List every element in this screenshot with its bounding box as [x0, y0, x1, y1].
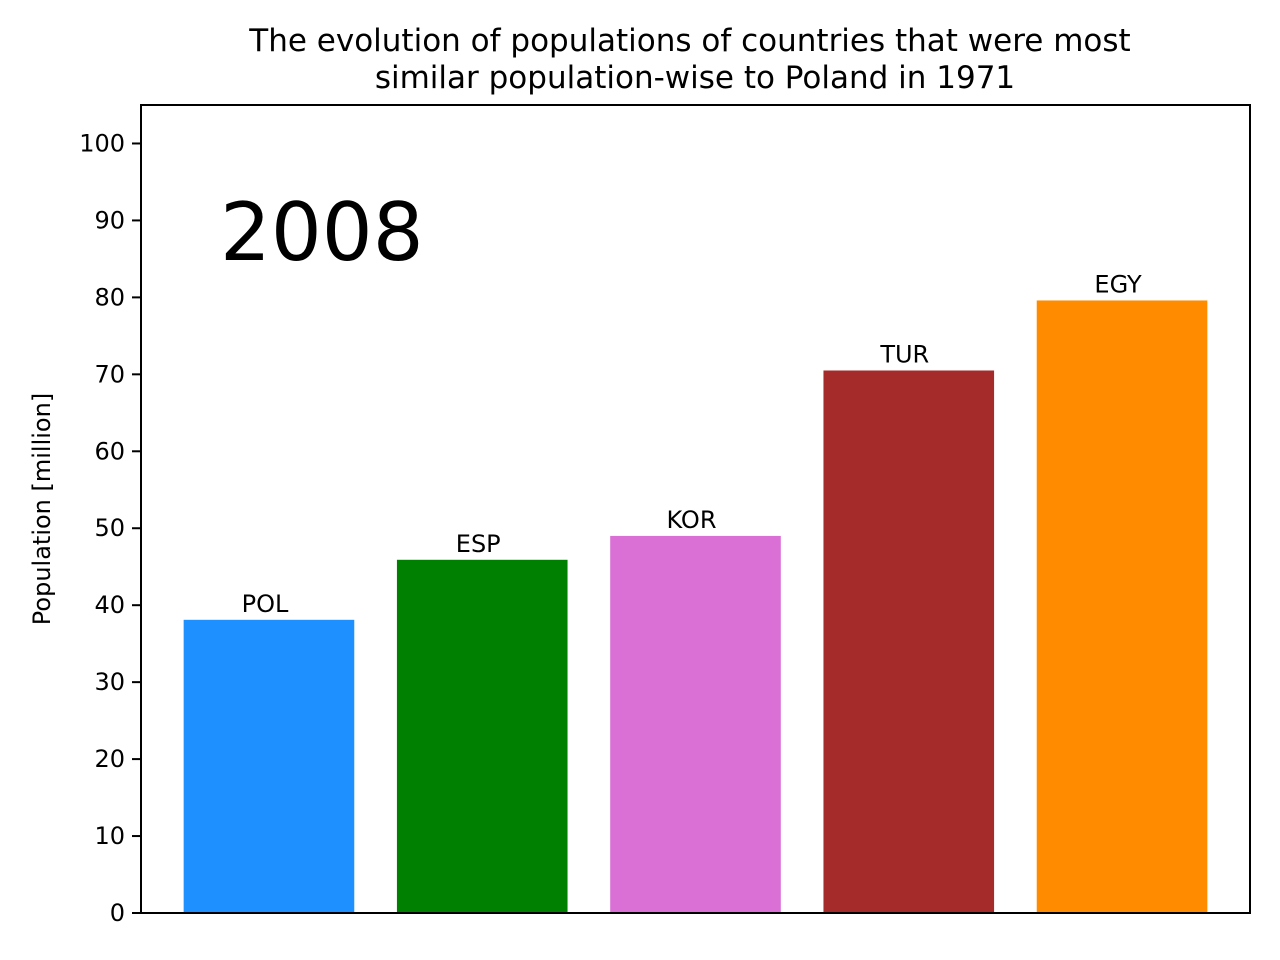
bar-kor [610, 535, 781, 913]
y-tick-label: 80 [94, 283, 125, 311]
bar-egy [1036, 300, 1208, 913]
bar-label-esp: ESP [456, 530, 501, 558]
bars-group [183, 300, 1208, 913]
y-tick-label: 50 [94, 514, 125, 542]
bar-esp [396, 559, 568, 913]
y-tick-label: 70 [94, 360, 125, 388]
bar-label-tur: TUR [879, 340, 929, 368]
chart-title-line-2: similar population-wise to Poland in 197… [375, 60, 1015, 96]
y-ticks-group: 0 10 20 30 40 50 60 70 80 90 100 [79, 129, 141, 927]
y-axis-label: Population [million] [28, 393, 56, 625]
bar-tur [823, 370, 995, 913]
bar-pol [183, 619, 355, 913]
bar-label-kor: KOR [667, 506, 717, 534]
y-tick-label: 90 [94, 206, 125, 234]
chart-title-line-1: The evolution of populations of countrie… [248, 23, 1130, 59]
y-tick-label: 100 [79, 129, 125, 157]
y-tick-label: 20 [94, 745, 125, 773]
y-tick-label: 10 [94, 822, 125, 850]
y-tick-label: 40 [94, 591, 125, 619]
bar-label-egy: EGY [1094, 270, 1142, 298]
y-tick-label: 60 [94, 437, 125, 465]
plot-frame [140, 104, 1251, 914]
y-tick-label: 0 [110, 899, 125, 927]
bar-labels-group: POL ESP KOR TUR EGY [242, 270, 1142, 617]
year-annotation: 2008 [220, 186, 424, 279]
y-tick-label: 30 [94, 668, 125, 696]
bar-label-pol: POL [242, 590, 289, 618]
